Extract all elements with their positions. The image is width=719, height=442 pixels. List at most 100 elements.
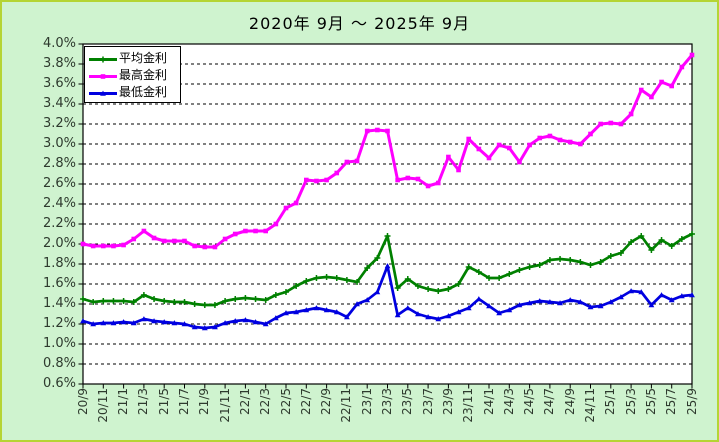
data-point-marker [618, 121, 624, 127]
data-point-marker [324, 177, 329, 183]
data-point-marker [181, 321, 188, 327]
data-point-marker [648, 247, 655, 253]
data-point-marker [374, 289, 381, 295]
data-point-marker [101, 243, 106, 249]
y-axis-label: 3.4% [42, 96, 76, 111]
x-axis-label: 24/9 [562, 388, 577, 415]
chart-title: 2020年 9月 ～ 2025年 9月 [248, 14, 471, 33]
data-point-marker [557, 256, 564, 262]
data-point-marker [689, 231, 695, 237]
data-point-marker [111, 243, 116, 249]
data-point-marker [607, 253, 614, 259]
data-point-marker [151, 318, 157, 324]
data-point-marker [678, 236, 685, 242]
data-point-marker [364, 128, 370, 134]
data-point-marker [334, 170, 340, 176]
data-point-marker [262, 321, 269, 327]
data-point-marker [90, 321, 97, 327]
x-axis-label: 25/7 [664, 388, 679, 415]
x-axis-label: 21/7 [177, 388, 191, 415]
data-point-marker [588, 131, 593, 137]
data-point-marker [323, 274, 330, 280]
data-point-marker [415, 311, 421, 317]
data-point-marker [465, 305, 472, 311]
data-point-marker [354, 279, 361, 285]
data-point-marker [445, 286, 452, 292]
data-point-marker [313, 275, 320, 281]
data-point-marker [293, 283, 300, 289]
data-point-marker [527, 142, 532, 148]
data-point-marker [385, 128, 390, 134]
data-point-marker [222, 236, 228, 242]
data-point-marker [649, 94, 654, 100]
legend: 平均金利 最高金利 最低金利 [84, 46, 181, 103]
data-point-marker [587, 262, 594, 268]
data-point-marker [658, 237, 665, 243]
data-point-marker [638, 233, 645, 239]
data-point-marker [343, 277, 350, 283]
data-point-marker [648, 302, 655, 308]
data-point-marker [192, 243, 197, 249]
data-point-marker [161, 319, 168, 325]
x-axis-label: 24/1 [481, 388, 496, 415]
data-point-marker [212, 324, 218, 330]
data-point-marker [354, 301, 360, 307]
data-point-marker [121, 242, 126, 248]
data-point-marker [435, 288, 442, 294]
y-axis-label: 0.6% [42, 376, 76, 391]
data-point-marker [455, 309, 462, 315]
data-point-marker [202, 244, 208, 250]
legend-item-average: 平均金利 [88, 49, 180, 66]
lowest-line-marker-icon [88, 85, 118, 98]
data-point-marker [344, 314, 350, 320]
x-axis-label: 21/11 [217, 388, 232, 423]
x-axis-label: 20/11 [95, 388, 110, 423]
data-point-marker [537, 135, 543, 141]
data-point-marker [222, 320, 228, 326]
data-point-marker [171, 320, 178, 326]
plot-area [82, 43, 693, 385]
data-point-marker [252, 319, 259, 325]
y-axis-label: 2.2% [42, 216, 76, 231]
data-point-marker [404, 276, 411, 282]
data-point-marker [435, 316, 442, 322]
data-point-marker [638, 289, 645, 295]
data-point-marker [445, 313, 452, 319]
x-axis-label: 22/11 [339, 388, 354, 423]
x-axis-label: 25/5 [643, 388, 658, 415]
data-point-marker [567, 297, 574, 303]
data-point-marker [232, 318, 239, 324]
x-axis-label: 24/11 [583, 388, 597, 423]
data-point-marker [140, 292, 147, 298]
data-point-marker [496, 310, 503, 316]
x-axis-label: 23/1 [359, 388, 374, 415]
x-axis-label: 22/1 [237, 388, 252, 415]
data-point-marker [547, 133, 553, 139]
y-axis-label: 1.2% [42, 316, 76, 331]
y-axis-label: 2.0% [42, 236, 76, 251]
data-point-marker [293, 200, 299, 206]
data-point-marker [628, 288, 634, 294]
data-point-marker [394, 285, 401, 291]
data-point-marker [557, 137, 563, 143]
data-point-marker [272, 315, 279, 321]
data-point-marker [394, 312, 401, 318]
legend-label-highest: 最高金利 [119, 68, 168, 82]
y-axis-label: 1.4% [42, 296, 76, 311]
data-point-marker [517, 159, 522, 165]
data-point-marker [161, 238, 167, 244]
data-point-marker [506, 271, 513, 277]
data-point-marker [486, 303, 492, 309]
x-axis-label: 23/11 [461, 388, 476, 423]
data-point-marker [597, 259, 604, 265]
data-point-marker [384, 233, 391, 239]
data-point-marker [496, 142, 502, 148]
data-point-marker [395, 177, 400, 183]
y-axis-label: 1.6% [42, 276, 76, 291]
data-point-marker [567, 139, 573, 145]
data-point-marker [567, 257, 574, 263]
y-axis-label: 3.2% [42, 116, 76, 131]
data-point-marker [120, 298, 127, 304]
data-point-marker [314, 178, 319, 184]
legend-item-lowest: 最低金利 [88, 83, 180, 100]
